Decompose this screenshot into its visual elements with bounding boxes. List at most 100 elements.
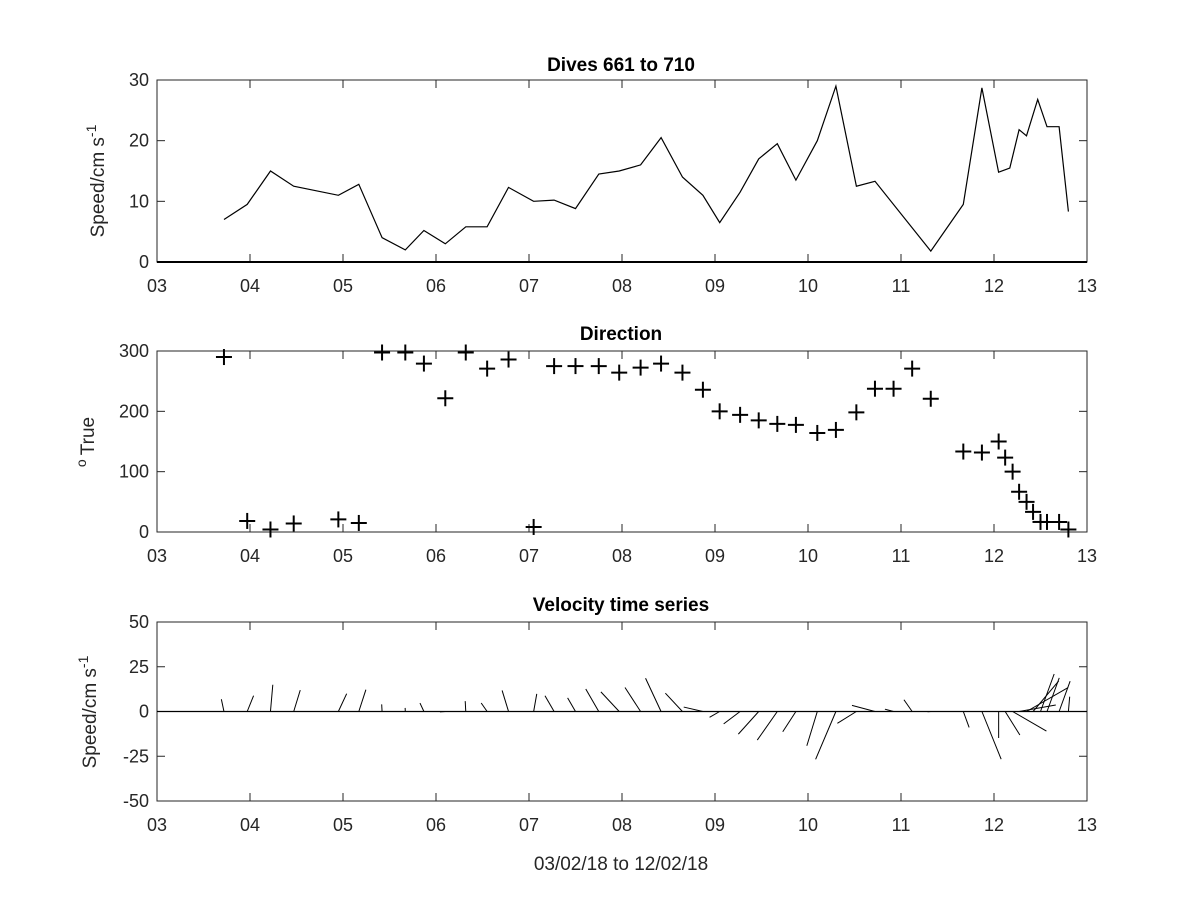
velocity-stick xyxy=(1004,711,1021,736)
velocity-x-tick-label: 05 xyxy=(333,815,353,835)
speed-x-tick-label: 09 xyxy=(705,276,725,296)
velocity-stick xyxy=(782,711,797,733)
direction-point xyxy=(866,380,883,397)
velocity-stick xyxy=(464,701,467,712)
direction-point xyxy=(711,403,728,420)
direction-point xyxy=(769,415,786,432)
velocity-x-tick-label: 06 xyxy=(426,815,446,835)
velocity-stick xyxy=(962,711,970,728)
speed-x-tick-label: 12 xyxy=(984,276,1004,296)
direction-point xyxy=(590,358,607,375)
velocity-stick xyxy=(1019,704,1056,712)
speed-panel-plot: 03 04 05 06 07 08 09 10 11 12 13 0 10 20 30 xyxy=(129,70,1097,296)
speed-x-tick-label: 05 xyxy=(333,276,353,296)
direction-point xyxy=(848,404,865,421)
velocity-stick xyxy=(600,691,620,712)
speed-panel: Dives 661 to 710 Speed/cm s-1 03 04 05 06 07… xyxy=(83,55,1097,296)
speed-y-tick-label: 30 xyxy=(129,70,149,90)
velocity-stick xyxy=(337,693,348,712)
direction-x-tick-label: 04 xyxy=(240,546,260,566)
direction-point xyxy=(457,344,474,361)
velocity-x-tick-label: 07 xyxy=(519,815,539,835)
velocity-stick xyxy=(903,699,913,712)
direction-x-tick-label: 06 xyxy=(426,546,446,566)
speed-panel-ylabel-text: Speed/cm s xyxy=(88,137,109,237)
speed-x-tick-label: 10 xyxy=(798,276,818,296)
direction-x-tick-label: 09 xyxy=(705,546,725,566)
velocity-stick xyxy=(419,702,425,712)
speed-x-tick-label: 07 xyxy=(519,276,539,296)
speed-panel-ylabel: Speed/cm s-1 xyxy=(83,124,109,237)
velocity-x-tick-label: 13 xyxy=(1077,815,1097,835)
direction-panel-ylabel-text: True xyxy=(78,417,99,455)
direction-point xyxy=(415,355,432,372)
velocity-stick xyxy=(220,699,225,712)
direction-point xyxy=(611,364,628,381)
direction-x-tick-label: 08 xyxy=(612,546,632,566)
velocity-stick xyxy=(480,702,488,712)
direction-point xyxy=(674,364,691,381)
velocity-y-tick-label: 25 xyxy=(129,657,149,677)
velocity-stick xyxy=(884,708,894,712)
velocity-panel: Velocity time series Speed/cm s-1 03/02/… xyxy=(75,595,1097,875)
direction-point xyxy=(374,344,391,361)
velocity-y-tick-label: -25 xyxy=(123,746,149,766)
direction-point xyxy=(750,412,767,429)
speed-x-tick-label: 11 xyxy=(892,276,911,296)
direction-x-tick-label: 10 xyxy=(798,546,818,566)
direction-point xyxy=(285,515,302,532)
velocity-stick xyxy=(544,695,555,712)
velocity-stick xyxy=(1026,687,1069,712)
velocity-x-tick-label: 03 xyxy=(147,815,167,835)
velocity-stick xyxy=(1040,673,1055,712)
direction-panel-ylabel-superscript: o xyxy=(73,459,89,467)
direction-point xyxy=(215,349,232,366)
velocity-stick xyxy=(723,711,741,725)
direction-y-tick-label: 100 xyxy=(119,462,149,482)
velocity-x-tick-label: 10 xyxy=(798,815,818,835)
velocity-stick xyxy=(981,711,1002,760)
direction-x-tick-label: 07 xyxy=(519,546,539,566)
velocity-stick xyxy=(645,678,662,712)
direction-panel-title: Direction xyxy=(580,324,662,345)
velocity-stick xyxy=(567,697,576,712)
speed-series-line xyxy=(223,83,1069,253)
velocity-stick xyxy=(269,684,274,712)
direction-point xyxy=(787,416,804,433)
direction-point xyxy=(1018,493,1035,510)
velocity-stick xyxy=(585,688,600,712)
direction-point xyxy=(500,351,517,368)
velocity-x-tick-label: 08 xyxy=(612,815,632,835)
velocity-x-tick-label: 12 xyxy=(984,815,1004,835)
velocity-stick xyxy=(533,693,538,712)
speed-panel-title: Dives 661 to 710 xyxy=(547,55,695,76)
speed-y-tick-label: 0 xyxy=(139,252,149,272)
velocity-y-tick-label: 50 xyxy=(129,612,149,632)
direction-panel: Direction o True 03 04 05 06 07 08 09 10 11 12 13 0 1… xyxy=(73,324,1097,566)
velocity-stick xyxy=(624,687,642,712)
velocity-y-tick-label: -50 xyxy=(123,791,149,811)
velocity-stick xyxy=(737,711,760,735)
speed-y-tick-label: 10 xyxy=(129,191,149,211)
direction-point xyxy=(546,358,563,375)
velocity-panel-xlabel: 03/02/18 to 12/02/18 xyxy=(534,854,708,875)
velocity-y-tick-label: 0 xyxy=(139,702,149,722)
velocity-stick xyxy=(664,692,683,712)
direction-point xyxy=(1051,513,1068,530)
direction-point xyxy=(922,390,939,407)
direction-point xyxy=(990,433,1007,450)
direction-point xyxy=(525,518,542,535)
speed-x-tick-label: 06 xyxy=(426,276,446,296)
speed-x-tick-label: 13 xyxy=(1077,276,1097,296)
speed-x-tick-label: 03 xyxy=(147,276,167,296)
velocity-x-tick-label: 04 xyxy=(240,815,260,835)
direction-x-tick-label: 03 xyxy=(147,546,167,566)
direction-point xyxy=(437,390,454,407)
velocity-stick xyxy=(815,711,837,760)
direction-point xyxy=(885,380,902,397)
direction-point xyxy=(350,514,367,531)
direction-point xyxy=(479,360,496,377)
direction-x-tick-label: 05 xyxy=(333,546,353,566)
velocity-panel-ylabel: Speed/cm s-1 xyxy=(75,655,101,768)
